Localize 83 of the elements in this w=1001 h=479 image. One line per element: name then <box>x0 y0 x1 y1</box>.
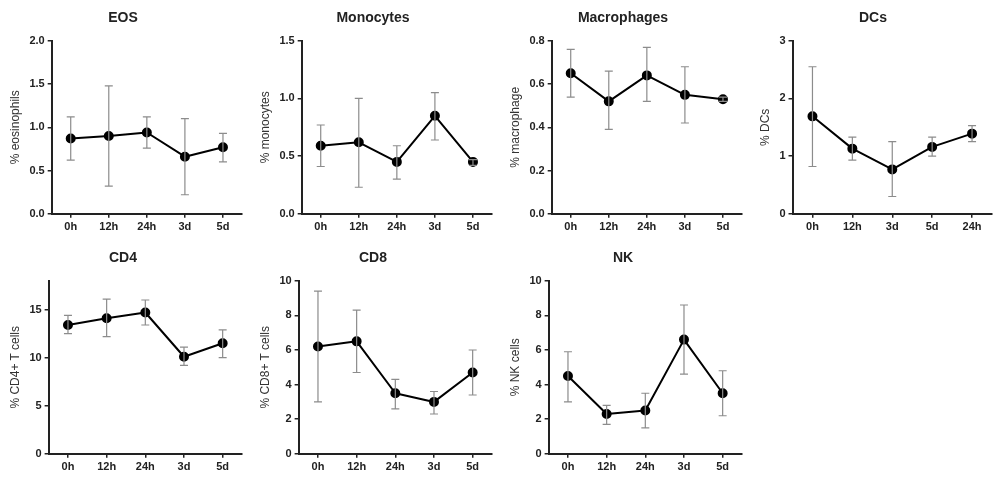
x-tick-label: 5d <box>216 460 230 473</box>
x-tick-label: 24h <box>635 460 656 473</box>
x-tick-label: 5d <box>716 220 730 233</box>
y-tick-label: 0 <box>779 206 786 219</box>
y-tick-label: 1.5 <box>279 33 295 46</box>
x-tick-label: 5d <box>216 220 230 233</box>
y-tick-label: 0.0 <box>279 206 295 219</box>
chart-title: Macrophages <box>577 9 669 26</box>
chart-title: CD8 <box>358 249 388 266</box>
y-tick-label: 4 <box>535 377 543 390</box>
x-tick-label: 24h <box>637 220 657 233</box>
y-tick-label: 10 <box>29 350 42 363</box>
x-tick-label: 12h <box>599 220 619 233</box>
x-tick-label: 3d <box>677 460 691 473</box>
y-axis-title: % DCs <box>757 108 772 146</box>
y-axis-title: % NK cells <box>507 338 522 397</box>
y-tick-label: 0.8 <box>529 33 545 46</box>
y-tick-label: 1.0 <box>29 120 45 133</box>
x-tick-label: 12h <box>349 220 369 233</box>
x-tick-label: 3d <box>885 220 899 233</box>
y-tick-label: 2 <box>285 412 292 425</box>
y-tick-label: 0 <box>535 446 542 459</box>
y-tick-label: 1 <box>779 149 786 162</box>
x-tick-label: 3d <box>177 460 191 473</box>
x-tick-label: 0h <box>314 220 328 233</box>
y-axis-title: % CD8+ T cells <box>257 326 272 409</box>
y-tick-label: 2.0 <box>29 33 45 46</box>
x-tick-label: 3d <box>178 220 192 233</box>
x-tick-label: 5d <box>925 220 939 233</box>
x-tick-label: 0h <box>806 220 820 233</box>
x-tick-label: 3d <box>678 220 692 233</box>
x-tick-label: 5d <box>466 220 480 233</box>
y-tick-label: 2 <box>779 91 786 104</box>
x-tick-label: 24h <box>137 220 157 233</box>
x-tick-label: 3d <box>428 220 442 233</box>
x-tick-label: 5d <box>716 460 730 473</box>
y-tick-label: 0.6 <box>529 77 545 90</box>
x-tick-label: 24h <box>135 460 156 473</box>
x-tick-label: 24h <box>385 460 406 473</box>
chart-title: EOS <box>108 9 138 26</box>
x-tick-label: 24h <box>387 220 407 233</box>
x-tick-label: 0h <box>561 460 575 473</box>
y-tick-label: 1.0 <box>279 91 295 104</box>
y-tick-label: 0.5 <box>29 163 45 176</box>
y-axis-title: % macrophage <box>507 86 522 168</box>
y-axis-title: % CD4+ T cells <box>7 326 22 409</box>
x-tick-label: 12h <box>842 220 863 233</box>
chart-title: Monocytes <box>336 9 410 26</box>
y-tick-label: 10 <box>279 273 292 286</box>
y-tick-label: 8 <box>285 308 292 321</box>
y-tick-label: 8 <box>535 308 542 321</box>
y-tick-label: 5 <box>35 398 42 411</box>
y-axis-title: % monocytes <box>257 91 272 164</box>
x-tick-label: 12h <box>597 460 617 473</box>
chart-title: DCs <box>858 9 888 26</box>
y-tick-label: 3 <box>779 33 786 46</box>
x-tick-label: 0h <box>64 220 78 233</box>
y-tick-label: 15 <box>29 302 42 315</box>
x-tick-label: 12h <box>347 460 367 473</box>
y-tick-label: 0 <box>35 446 42 459</box>
x-tick-label: 12h <box>97 460 117 473</box>
x-tick-label: 3d <box>427 460 441 473</box>
chart-title: NK <box>612 249 634 266</box>
y-tick-label: 0.4 <box>529 120 546 133</box>
y-tick-label: 10 <box>529 273 542 286</box>
chart-title: CD4 <box>108 249 138 266</box>
x-tick-label: 24h <box>962 220 982 233</box>
y-tick-label: 6 <box>535 343 542 356</box>
y-tick-label: 6 <box>285 343 292 356</box>
y-tick-label: 0.0 <box>29 206 45 219</box>
x-tick-label: 0h <box>564 220 578 233</box>
y-tick-label: 1.5 <box>29 77 45 90</box>
x-tick-label: 0h <box>61 460 75 473</box>
x-tick-label: 5d <box>466 460 480 473</box>
x-tick-label: 12h <box>99 220 119 233</box>
x-tick-label: 0h <box>311 460 325 473</box>
y-axis-title: % eosinophils <box>7 90 22 165</box>
y-tick-label: 0 <box>285 446 292 459</box>
y-tick-label: 0.5 <box>279 149 295 162</box>
y-tick-label: 2 <box>535 412 542 425</box>
y-tick-label: 4 <box>285 377 293 390</box>
y-tick-label: 0.0 <box>529 206 545 219</box>
y-tick-label: 0.2 <box>529 163 545 176</box>
